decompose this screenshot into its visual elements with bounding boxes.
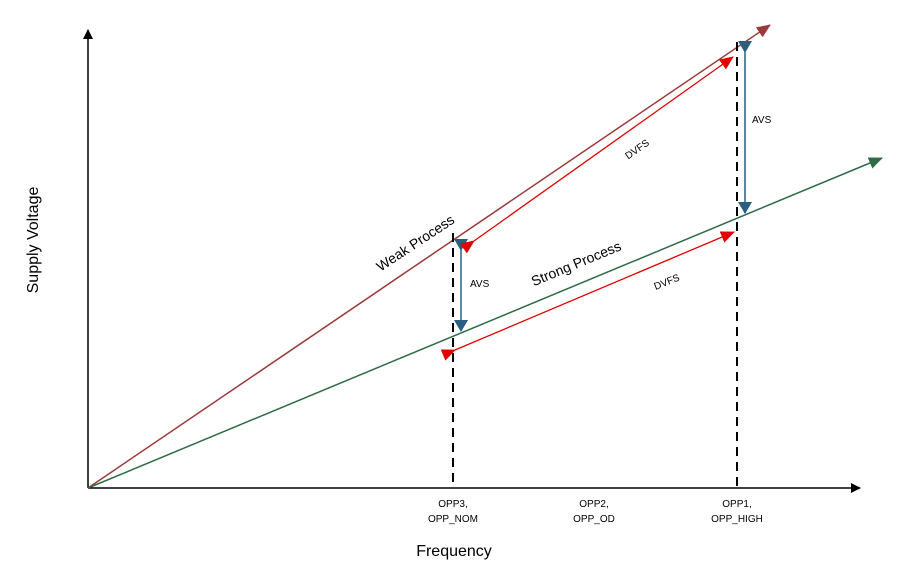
- opp2-label-line2: OPP_OD: [573, 514, 615, 525]
- avs-label-low: AVS: [470, 279, 490, 290]
- x-axis-title: Frequency: [416, 543, 492, 560]
- dvfs-label-upper: DVFS: [623, 138, 651, 162]
- dvfs-arrow-lower: [440, 231, 735, 361]
- y-axis-title: Supply Voltage: [25, 187, 42, 294]
- strong-process-line: [87, 157, 883, 489]
- strong-process-label: Strong Process: [529, 238, 624, 289]
- dvfs-label-lower: DVFS: [653, 272, 682, 292]
- opp3-label-line1: OPP3,: [438, 499, 467, 510]
- opp3-label-line2: OPP_NOM: [428, 514, 478, 525]
- opp1-label-line1: OPP1,: [722, 499, 751, 510]
- opp2-label-line1: OPP2,: [579, 499, 608, 510]
- avs-label-high: AVS: [752, 115, 772, 126]
- dvfs-arrow-upper: [459, 56, 734, 254]
- opp3-tick-label: OPP3, OPP_NOM: [428, 499, 478, 525]
- opp2-tick-label: OPP2, OPP_OD: [573, 499, 615, 525]
- weak-process-label: Weak Process: [373, 211, 457, 274]
- weak-process-line: [87, 24, 771, 489]
- opp1-label-line2: OPP_HIGH: [711, 514, 763, 525]
- opp1-tick-label: OPP1, OPP_HIGH: [711, 499, 763, 525]
